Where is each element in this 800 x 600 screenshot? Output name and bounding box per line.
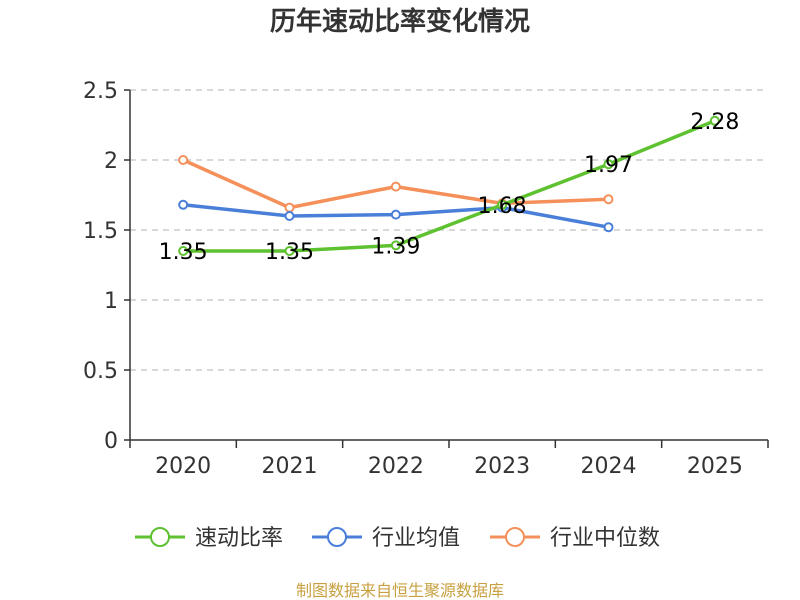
x-tick-label: 2022 [368, 454, 424, 479]
axes: 0 0.5 1 1.5 2 2.5 2020 2021 2022 2023 2024 2025 [83, 79, 769, 479]
x-tick-label: 2023 [474, 454, 530, 479]
legend-marker [327, 527, 347, 547]
x-tick-label: 2020 [155, 454, 211, 479]
data-point [709, 115, 720, 126]
data-point [284, 211, 295, 221]
data-labels: 1.35 1.35 1.39 1.68 1.97 2.28 [159, 110, 740, 265]
legend-label: 行业均值 [372, 526, 460, 551]
x-tick-label: 2025 [687, 454, 743, 479]
data-label: 2.28 [690, 110, 739, 135]
legend-marker [150, 527, 170, 547]
chart-title: 历年速动比率变化情况 [270, 6, 530, 37]
data-point [284, 202, 295, 213]
series-line [183, 119, 716, 253]
y-tick-label: 2.5 [83, 79, 118, 104]
data-point [284, 246, 295, 256]
data-point [603, 222, 614, 233]
legend-label: 行业中位数 [550, 526, 660, 551]
y-tick-label: 0.5 [83, 359, 118, 384]
data-label: 1.97 [584, 153, 633, 178]
legend-marker [505, 527, 525, 547]
data-point [178, 246, 189, 256]
data-label: 1.35 [159, 240, 208, 265]
legend: 速动比率 行业均值 行业中位数 [135, 526, 660, 551]
y-tick-label: 0 [104, 429, 118, 454]
series-group [178, 115, 720, 256]
data-point [390, 181, 401, 192]
data-point [390, 209, 401, 220]
data-label: 1.39 [371, 234, 420, 259]
data-point [178, 199, 189, 210]
grid-lines [130, 89, 768, 371]
data-point [178, 155, 189, 165]
data-point [497, 199, 508, 210]
data-source-note: 制图数据来自恒生聚源数据库 [296, 581, 504, 600]
y-tick-label: 1.5 [83, 219, 118, 244]
data-point [603, 194, 614, 205]
x-tick-label: 2021 [262, 454, 318, 479]
data-point [390, 240, 401, 251]
y-tick-label: 2 [104, 149, 118, 174]
data-label: 1.68 [478, 194, 527, 219]
data-point [603, 159, 614, 170]
y-tick-label: 1 [104, 289, 118, 314]
legend-label: 速动比率 [195, 526, 283, 551]
x-tick-label: 2024 [581, 454, 637, 479]
data-label: 1.35 [265, 240, 314, 265]
